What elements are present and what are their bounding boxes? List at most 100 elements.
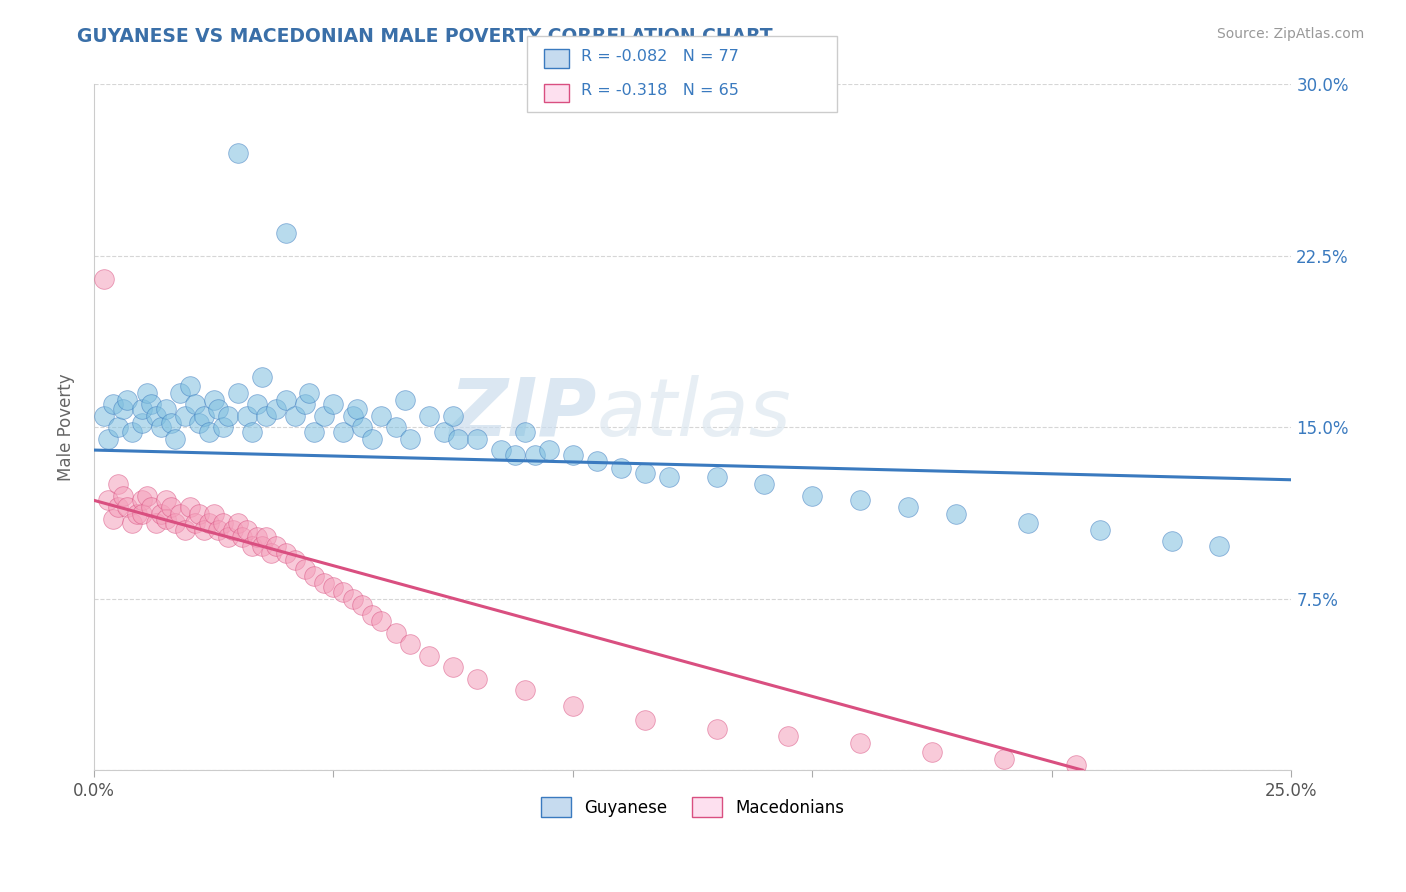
Point bbox=[107, 420, 129, 434]
Point bbox=[465, 432, 488, 446]
Point bbox=[131, 493, 153, 508]
Point bbox=[418, 648, 440, 663]
Point bbox=[159, 500, 181, 515]
Point bbox=[294, 562, 316, 576]
Point bbox=[107, 477, 129, 491]
Point bbox=[121, 425, 143, 439]
Point bbox=[322, 397, 344, 411]
Text: R = -0.318   N = 65: R = -0.318 N = 65 bbox=[581, 83, 738, 98]
Point bbox=[658, 470, 681, 484]
Point bbox=[634, 713, 657, 727]
Point bbox=[561, 448, 583, 462]
Point bbox=[101, 397, 124, 411]
Point bbox=[312, 575, 335, 590]
Point bbox=[897, 500, 920, 515]
Point bbox=[274, 226, 297, 240]
Point bbox=[634, 466, 657, 480]
Point bbox=[523, 448, 546, 462]
Point bbox=[149, 507, 172, 521]
Point bbox=[945, 507, 967, 521]
Point bbox=[226, 516, 249, 531]
Y-axis label: Male Poverty: Male Poverty bbox=[58, 374, 75, 481]
Point bbox=[360, 432, 382, 446]
Point bbox=[399, 432, 422, 446]
Point bbox=[236, 523, 259, 537]
Point bbox=[188, 507, 211, 521]
Point bbox=[183, 397, 205, 411]
Point bbox=[145, 516, 167, 531]
Point bbox=[202, 392, 225, 407]
Point bbox=[304, 568, 326, 582]
Point bbox=[418, 409, 440, 423]
Point bbox=[312, 409, 335, 423]
Point bbox=[117, 392, 139, 407]
Point bbox=[240, 539, 263, 553]
Point bbox=[198, 516, 221, 531]
Point bbox=[447, 432, 470, 446]
Point bbox=[169, 386, 191, 401]
Text: R = -0.082   N = 77: R = -0.082 N = 77 bbox=[581, 49, 738, 64]
Point bbox=[1064, 758, 1087, 772]
Text: GUYANESE VS MACEDONIAN MALE POVERTY CORRELATION CHART: GUYANESE VS MACEDONIAN MALE POVERTY CORR… bbox=[77, 27, 773, 45]
Point bbox=[183, 516, 205, 531]
Point bbox=[513, 425, 536, 439]
Point bbox=[513, 683, 536, 698]
Point bbox=[217, 409, 239, 423]
Point bbox=[370, 409, 392, 423]
Point bbox=[236, 409, 259, 423]
Point bbox=[246, 530, 269, 544]
Point bbox=[202, 507, 225, 521]
Point bbox=[706, 470, 728, 484]
Point bbox=[93, 271, 115, 285]
Point bbox=[254, 530, 277, 544]
Point bbox=[706, 722, 728, 736]
Point bbox=[342, 409, 364, 423]
Point bbox=[465, 672, 488, 686]
Point bbox=[505, 448, 527, 462]
Point bbox=[240, 425, 263, 439]
Point bbox=[284, 409, 307, 423]
Point bbox=[778, 729, 800, 743]
Point bbox=[212, 420, 235, 434]
Point bbox=[346, 401, 368, 416]
Point bbox=[322, 580, 344, 594]
Legend: Guyanese, Macedonians: Guyanese, Macedonians bbox=[534, 791, 851, 823]
Point bbox=[111, 401, 134, 416]
Point bbox=[561, 698, 583, 713]
Point bbox=[332, 584, 354, 599]
Point bbox=[1017, 516, 1039, 531]
Point bbox=[332, 425, 354, 439]
Point bbox=[101, 511, 124, 525]
Point bbox=[754, 477, 776, 491]
Point bbox=[849, 493, 872, 508]
Point bbox=[155, 511, 177, 525]
Point bbox=[274, 546, 297, 560]
Point bbox=[384, 420, 406, 434]
Point bbox=[131, 416, 153, 430]
Point bbox=[141, 397, 163, 411]
Point bbox=[155, 493, 177, 508]
Point bbox=[537, 443, 560, 458]
Point bbox=[921, 745, 943, 759]
Point bbox=[342, 591, 364, 606]
Point bbox=[159, 416, 181, 430]
Point bbox=[145, 409, 167, 423]
Point bbox=[352, 599, 374, 613]
Point bbox=[352, 420, 374, 434]
Point bbox=[1160, 534, 1182, 549]
Point bbox=[1208, 539, 1230, 553]
Point bbox=[217, 530, 239, 544]
Point bbox=[849, 735, 872, 749]
Point bbox=[135, 489, 157, 503]
Point bbox=[131, 401, 153, 416]
Point bbox=[193, 409, 215, 423]
Point bbox=[993, 751, 1015, 765]
Point bbox=[264, 539, 287, 553]
Point bbox=[165, 516, 187, 531]
Point bbox=[585, 454, 607, 468]
Point bbox=[169, 507, 191, 521]
Point bbox=[212, 516, 235, 531]
Point bbox=[399, 637, 422, 651]
Point bbox=[188, 416, 211, 430]
Point bbox=[155, 401, 177, 416]
